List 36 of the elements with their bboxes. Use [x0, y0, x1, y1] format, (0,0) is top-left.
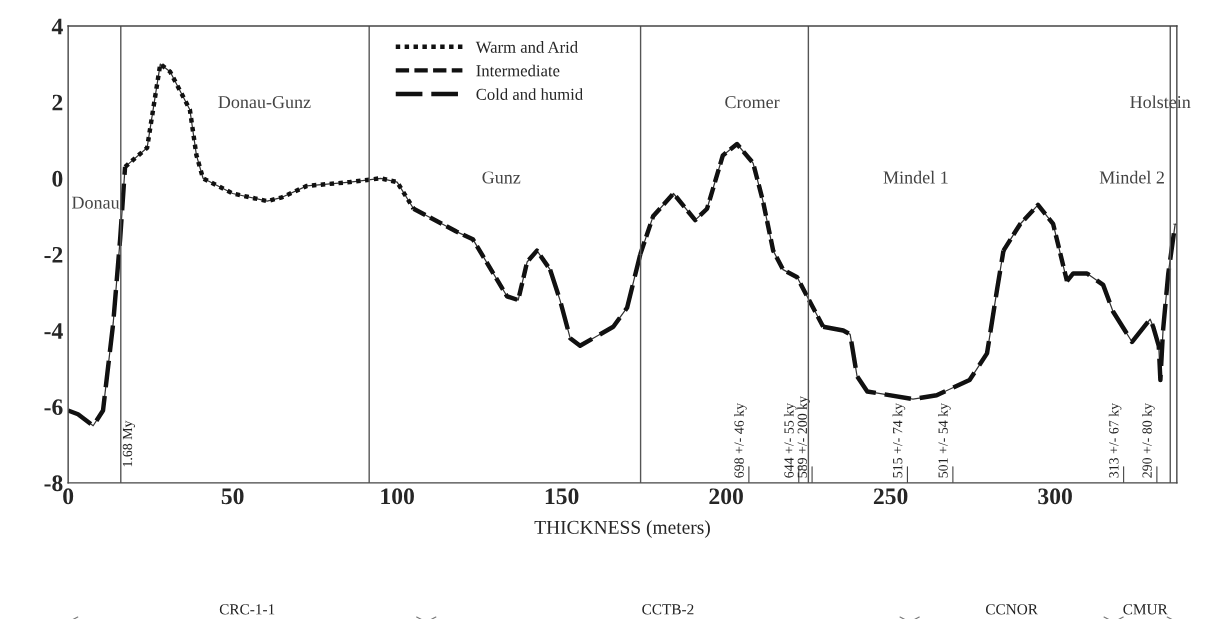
annotation: 501 +/- 54 ky [938, 402, 951, 478]
annotation: Donau-Gunz [218, 96, 311, 109]
y-tick-label: 2 [52, 94, 63, 111]
x-tick-label: 250 [873, 488, 908, 505]
legend-label: Intermediate [476, 64, 560, 77]
annotation: 290 +/- 80 ky [1142, 402, 1155, 478]
text: CCTB-2 [642, 604, 694, 615]
legend-label: Warm and Arid [475, 41, 578, 53]
legend-label: Cold and humid [476, 88, 583, 100]
annotation: Donau [72, 196, 120, 209]
annotation: Mindel 2 [1099, 170, 1164, 184]
y-tick-label: -2 [44, 246, 63, 263]
x-tick-label: 0 [63, 488, 74, 505]
x-tick-label: 50 [221, 488, 244, 505]
text: CCNOR [985, 604, 1038, 615]
annotation: 644 +/- 55 ky [783, 402, 797, 478]
annotation: Gunz [482, 171, 521, 184]
annotation: Mindel 1 [883, 170, 948, 184]
annotation: 313 +/- 67 ky [1108, 402, 1122, 478]
y-tick-label: -8 [44, 475, 63, 492]
y-tick-label: 4 [51, 18, 63, 35]
y-tick-label: -6 [44, 399, 63, 416]
annotation: 698 +/- 46 ky [734, 402, 747, 478]
x-tick-label: 200 [709, 488, 743, 505]
text: CRC-1-1 [219, 604, 275, 615]
x-axis-title: THICKNESS (meters) [534, 520, 710, 538]
text: CMUR [1123, 604, 1168, 615]
annotation: Cromer [725, 96, 780, 109]
x-tick-label: 300 [1038, 488, 1072, 505]
y-tick-label: 0 [52, 170, 63, 187]
annotation: 515 +/- 74 ky [892, 402, 906, 478]
ref-line-label: 1.68 My [122, 420, 136, 467]
x-tick-label: 150 [545, 488, 579, 505]
x-tick-label: 100 [381, 488, 414, 505]
y-tick-label: -4 [44, 323, 63, 339]
annotation: 589 +/- 200 ky [797, 396, 810, 478]
